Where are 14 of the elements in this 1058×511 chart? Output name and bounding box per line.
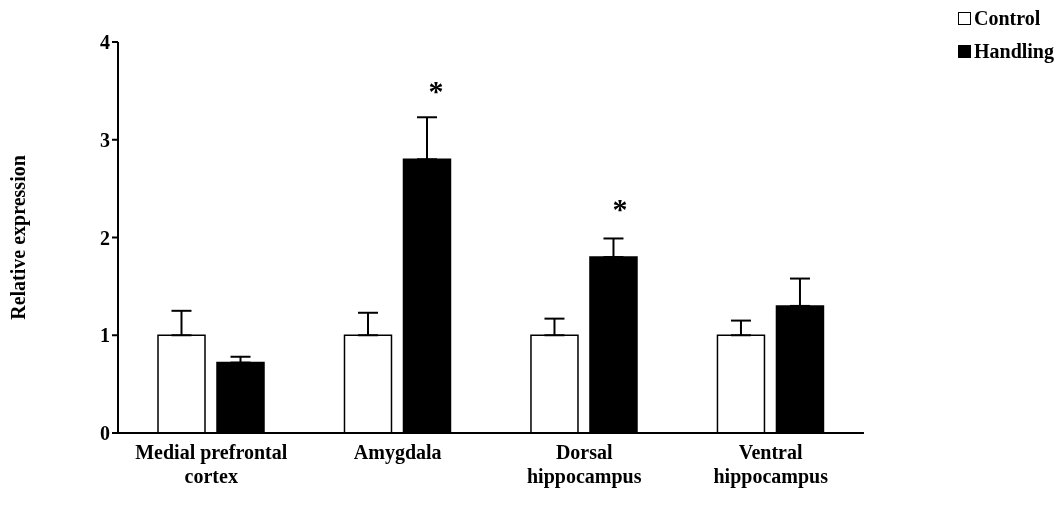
y-axis-title: Relative expression: [7, 155, 31, 320]
y-tick-label: 3: [100, 128, 110, 151]
y-tick-label: 2: [100, 226, 110, 249]
y-tick-label: 0: [100, 422, 110, 445]
y-tick-label: 4: [100, 31, 110, 54]
x-tick-label: Ventral hippocampus: [713, 441, 829, 488]
annotation: *: [427, 74, 445, 107]
legend-label: Handling: [973, 40, 1054, 63]
legend-label: Control: [973, 7, 1041, 30]
x-tick-label: Amygdala: [353, 441, 442, 464]
x-tick-label: Medial prefrontal cortex: [135, 441, 288, 487]
x-tick-label: Dorsal hippocampus: [526, 441, 642, 488]
annotation: *: [611, 192, 629, 225]
y-tick-label: 1: [100, 324, 110, 347]
